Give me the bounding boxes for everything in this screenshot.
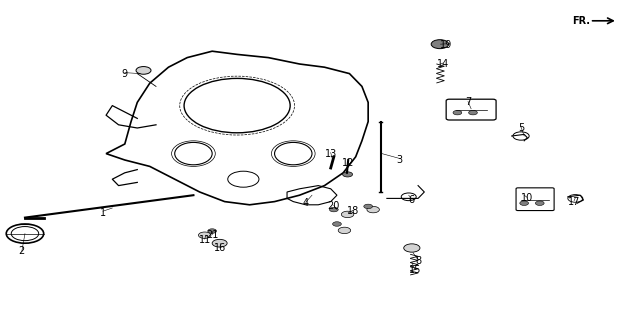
Text: 13: 13 [324, 148, 337, 159]
Circle shape [212, 239, 227, 247]
Text: 4: 4 [303, 198, 309, 208]
Circle shape [364, 204, 373, 209]
Text: 5: 5 [518, 123, 524, 133]
Text: 17: 17 [568, 196, 580, 207]
Circle shape [208, 229, 217, 233]
Text: 19: 19 [440, 40, 452, 50]
Text: 12: 12 [342, 158, 354, 168]
Text: 15: 15 [409, 265, 421, 276]
Text: 11: 11 [198, 235, 211, 245]
Circle shape [453, 110, 462, 115]
Text: 10: 10 [521, 193, 534, 204]
Circle shape [520, 201, 529, 205]
Text: 7: 7 [465, 97, 471, 108]
Text: 20: 20 [328, 201, 340, 212]
Text: 16: 16 [214, 243, 227, 253]
Circle shape [367, 206, 379, 213]
Text: 1: 1 [100, 208, 106, 218]
Text: 18: 18 [347, 206, 359, 216]
Text: 14: 14 [437, 59, 449, 69]
Text: 2: 2 [19, 246, 25, 256]
Circle shape [535, 201, 544, 205]
Circle shape [469, 110, 477, 115]
Circle shape [338, 227, 351, 234]
Circle shape [333, 222, 341, 226]
Text: 9: 9 [122, 68, 128, 79]
Circle shape [431, 40, 449, 49]
Text: 8: 8 [415, 256, 421, 266]
Circle shape [198, 232, 211, 238]
Circle shape [404, 244, 420, 252]
Text: 6: 6 [409, 195, 415, 205]
Circle shape [343, 172, 353, 177]
Circle shape [329, 207, 338, 212]
Text: 3: 3 [396, 155, 402, 165]
Text: 21: 21 [206, 230, 218, 240]
Circle shape [341, 211, 354, 218]
Text: FR.: FR. [572, 16, 590, 26]
Circle shape [136, 67, 151, 74]
